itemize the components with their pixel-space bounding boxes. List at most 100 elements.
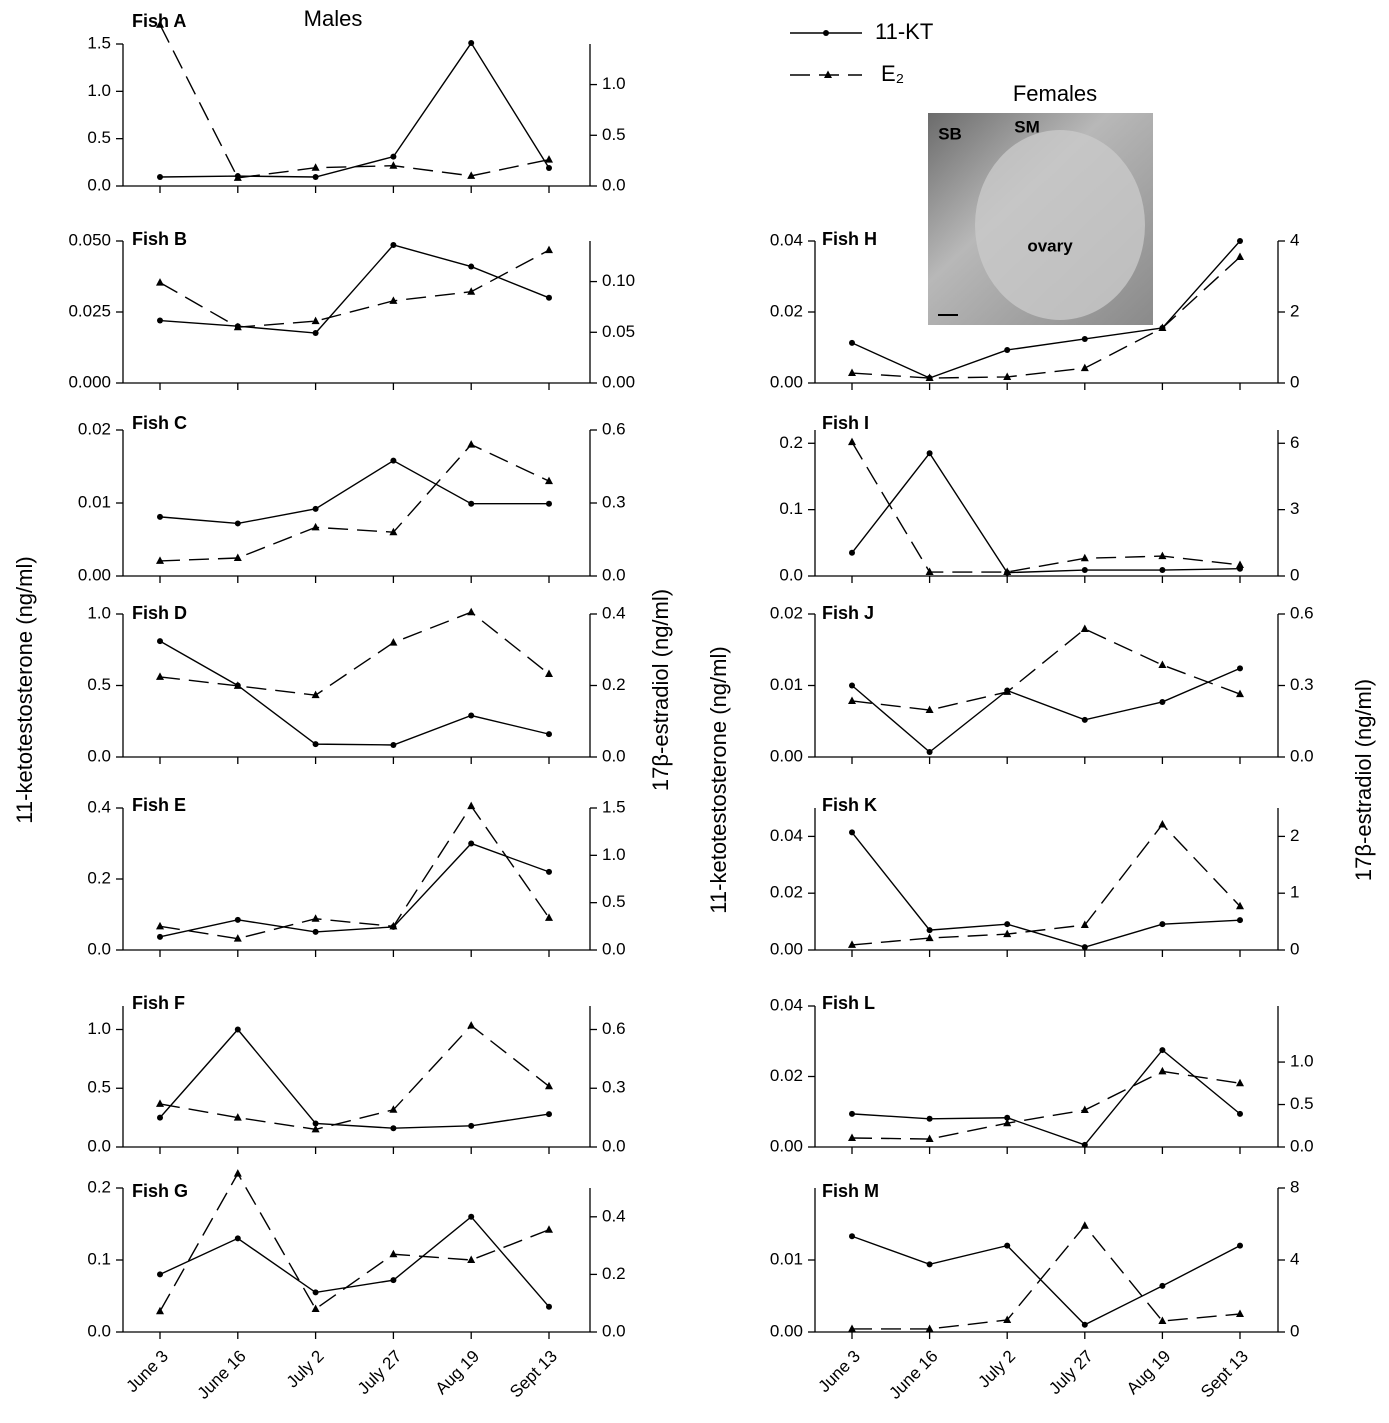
marker	[468, 263, 475, 270]
marker	[1237, 1242, 1243, 1249]
y-tick-label: 0.00	[770, 746, 803, 765]
marker	[1081, 1321, 1088, 1328]
y2-tick-label: 2	[1290, 826, 1299, 845]
marker	[389, 161, 398, 169]
legend-label: 11-KT	[875, 19, 933, 44]
y-tick-label: 0.1	[779, 499, 803, 518]
marker	[546, 868, 552, 875]
y2-tick-label: 0.0	[1290, 1136, 1314, 1155]
series-line	[851, 823, 1241, 946]
marker	[312, 174, 319, 181]
marker	[925, 705, 934, 714]
marker	[389, 1249, 398, 1258]
marker	[1004, 346, 1011, 353]
marker	[1004, 1242, 1011, 1249]
marker	[390, 241, 397, 248]
marker	[1237, 238, 1243, 244]
marker	[156, 1099, 164, 1107]
marker	[311, 316, 320, 325]
photo-label: ovary	[1027, 236, 1073, 255]
series-line	[159, 41, 550, 178]
marker	[1159, 1047, 1166, 1054]
y-tick-label: 0.02	[78, 419, 111, 438]
marker	[312, 1120, 319, 1127]
marker	[233, 934, 242, 942]
marker	[311, 163, 320, 171]
marker	[849, 339, 855, 346]
x-tick-label: June 16	[885, 1347, 941, 1403]
marker	[311, 1304, 320, 1312]
y-tick-label: 1.0	[87, 81, 111, 100]
marker	[233, 1113, 242, 1121]
series-line	[851, 441, 1241, 573]
y-tick-label: 0.00	[770, 939, 803, 958]
x-tick-label: Aug 19	[432, 1347, 484, 1399]
series-line	[159, 804, 550, 940]
marker	[156, 556, 164, 564]
marker	[849, 549, 855, 556]
y2-tick-label: 0.0	[602, 746, 626, 765]
y-tick-label: 0.1	[87, 1249, 111, 1268]
marker	[545, 669, 553, 678]
marker	[233, 322, 242, 331]
marker	[848, 940, 856, 948]
marker	[545, 1081, 553, 1090]
y2-tick-label: 0.0	[602, 939, 626, 958]
marker	[467, 1021, 476, 1029]
marker	[1236, 689, 1244, 698]
marker	[1158, 1316, 1167, 1325]
y2-tick-label: 0.0	[1290, 746, 1314, 765]
y-tick-label: 0.04	[770, 826, 803, 845]
series-line	[851, 831, 1241, 948]
y2-tick-label: 2	[1290, 301, 1299, 320]
marker	[1003, 1118, 1012, 1127]
y2-axis-label: 17β-estradiol (ng/ml)	[1351, 679, 1376, 881]
series-line	[851, 667, 1241, 753]
marker	[925, 933, 934, 942]
marker	[1237, 1110, 1243, 1117]
marker	[156, 921, 164, 930]
y-tick-label: 0.02	[770, 1066, 803, 1085]
marker	[848, 1133, 856, 1141]
panel-title: Fish D	[132, 603, 187, 623]
marker	[156, 1306, 164, 1315]
y-tick-label: 0.050	[68, 230, 111, 249]
marker	[545, 1225, 553, 1233]
marker	[1003, 567, 1012, 576]
marker	[389, 296, 398, 304]
marker	[312, 505, 319, 512]
y2-tick-label: 0.2	[602, 1264, 626, 1283]
legend-marker	[824, 70, 832, 78]
y2-tick-label: 0	[1290, 372, 1299, 391]
panel-title: Fish L	[822, 993, 875, 1013]
y-tick-label: 0.01	[770, 675, 803, 694]
series-line	[159, 1028, 550, 1129]
marker	[545, 245, 553, 254]
marker	[234, 916, 241, 923]
series-line	[159, 1172, 550, 1312]
marker	[311, 1124, 320, 1133]
y2-tick-label: 8	[1290, 1177, 1299, 1196]
y-tick-label: 0.02	[770, 603, 803, 622]
marker	[849, 829, 855, 836]
marker	[1236, 901, 1244, 910]
marker	[1158, 819, 1167, 828]
marker	[848, 696, 856, 704]
marker	[1080, 1105, 1089, 1114]
marker	[467, 1255, 476, 1263]
y-tick-label: 0.04	[770, 230, 803, 249]
marker	[1159, 1282, 1166, 1289]
series-line	[159, 459, 549, 525]
y2-tick-label: 0.3	[1290, 675, 1314, 694]
y2-tick-label: 1.0	[602, 845, 626, 864]
panel-title: Fish H	[822, 229, 877, 249]
y-tick-label: 1.5	[87, 33, 111, 52]
marker	[546, 731, 552, 738]
panel-title: Fish K	[822, 795, 877, 815]
marker	[1236, 252, 1244, 260]
marker	[926, 450, 933, 457]
marker	[545, 913, 553, 921]
y-tick-label: 0.4	[87, 797, 111, 816]
marker	[1081, 567, 1088, 574]
marker	[849, 1110, 855, 1117]
